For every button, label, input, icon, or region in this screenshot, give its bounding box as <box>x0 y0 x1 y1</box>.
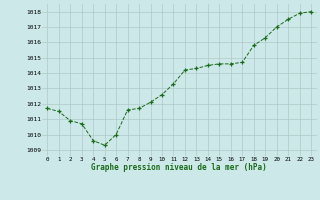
X-axis label: Graphe pression niveau de la mer (hPa): Graphe pression niveau de la mer (hPa) <box>91 163 267 172</box>
